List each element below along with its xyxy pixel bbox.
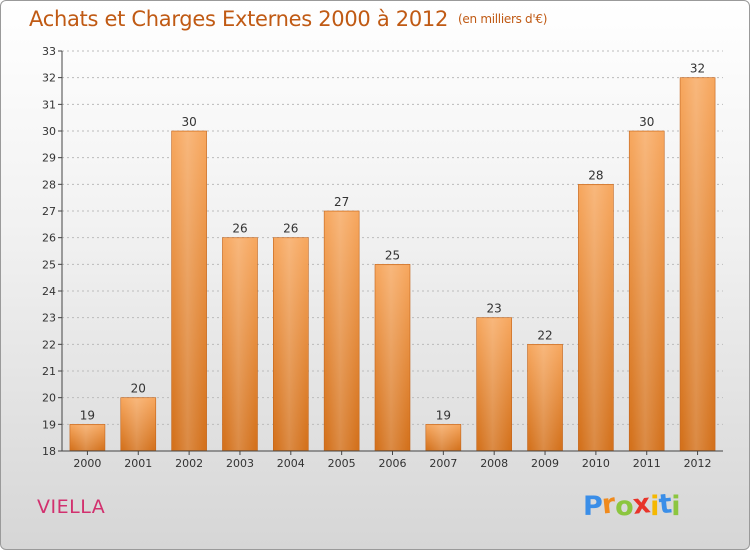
x-tick-label: 2010 (582, 457, 610, 470)
x-tick-label: 2001 (124, 457, 152, 470)
bar-shine (427, 425, 459, 450)
y-tick-label: 31 (42, 98, 56, 111)
data-label: 27 (334, 195, 349, 209)
logo-letter: i (650, 491, 659, 522)
bar-shine (71, 425, 103, 450)
commune-name: VIELLA (37, 496, 106, 518)
y-tick-label: 19 (42, 418, 56, 431)
data-labels: 19 20 30 26 26 27 25 19 23 22 28 30 32 (80, 62, 705, 423)
bar-shine (122, 398, 154, 450)
bar-shine (173, 132, 205, 450)
bar-shine (377, 265, 408, 450)
bar-shine (580, 185, 612, 451)
bar-shine (631, 132, 663, 450)
x-tick-label: 2007 (429, 457, 457, 470)
x-tick-label: 2004 (277, 457, 305, 470)
data-label: 19 (436, 408, 451, 422)
bars (69, 77, 716, 452)
data-label: 30 (639, 115, 654, 129)
data-label: 19 (80, 408, 95, 422)
logo-letter: x (631, 488, 652, 521)
axes: 18 19 20 21 22 23 24 25 26 27 28 29 30 31 32 33 2000 2001… (42, 45, 723, 470)
bar-shine (529, 345, 561, 450)
data-label: 26 (232, 222, 247, 236)
y-tick-label: 18 (42, 445, 56, 458)
logo-letter: P (583, 491, 603, 522)
bar-shine (682, 78, 714, 451)
y-tick-label: 25 (42, 258, 56, 271)
y-tick-label: 20 (42, 392, 56, 405)
x-tick-label: 2003 (226, 457, 254, 470)
data-label: 20 (131, 382, 146, 396)
data-label: 23 (487, 302, 502, 316)
y-tick-label: 30 (42, 125, 56, 138)
y-tick-label: 32 (42, 72, 56, 85)
data-label: 28 (588, 168, 603, 182)
y-tick-label: 33 (42, 45, 56, 58)
logo-letter: o (615, 491, 634, 522)
y-tick-label: 24 (42, 285, 56, 298)
x-tick-label: 2002 (175, 457, 203, 470)
y-tick-label: 22 (42, 338, 56, 351)
data-label: 30 (181, 115, 196, 129)
bar-shine (326, 212, 358, 450)
x-tick-label: 2009 (531, 457, 559, 470)
x-tick-label: 2005 (328, 457, 356, 470)
data-label: 26 (283, 222, 298, 236)
y-tick-label: 23 (42, 312, 56, 325)
bar-shine (224, 238, 256, 450)
x-tick-label: 2000 (73, 457, 101, 470)
data-label: 25 (385, 248, 400, 262)
chart-title: Achats et Charges Externes 2000 à 2012 (e… (29, 7, 547, 31)
chart-title-text: Achats et Charges Externes 2000 à 2012 (29, 7, 449, 31)
y-tick-label: 26 (42, 232, 56, 245)
data-label: 22 (537, 328, 552, 342)
x-tick-label: 2008 (480, 457, 508, 470)
data-label: 32 (690, 62, 705, 76)
y-tick-label: 29 (42, 152, 56, 165)
x-tick-label: 2012 (684, 457, 712, 470)
bar-shine (478, 318, 510, 450)
y-tick-label: 28 (42, 178, 56, 191)
bar-shine (275, 238, 307, 450)
x-tick-label: 2006 (379, 457, 407, 470)
y-tick-label: 27 (42, 205, 56, 218)
proxiti-logo: Proxiti (583, 488, 681, 522)
y-tick-label: 21 (42, 365, 56, 378)
x-tick-label: 2011 (633, 457, 661, 470)
logo-letter: i (671, 491, 681, 522)
chart-unit-label: (en milliers d'€) (458, 12, 548, 26)
